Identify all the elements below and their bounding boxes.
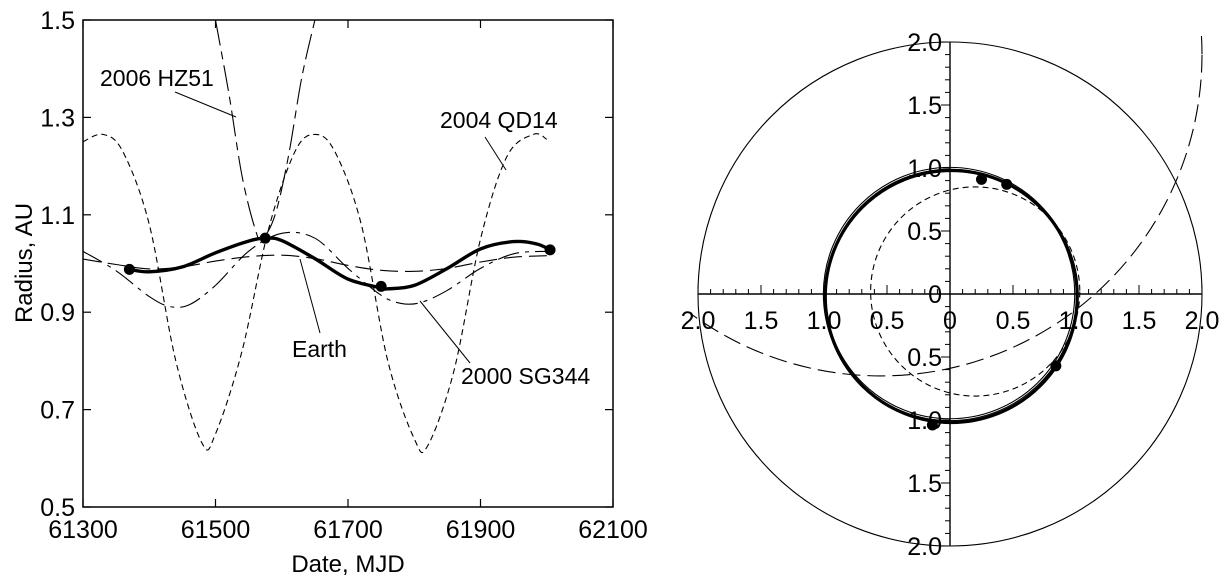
- x-tick-label: 62100: [578, 516, 648, 544]
- series-lines: [83, 20, 551, 454]
- data-point: [375, 280, 387, 292]
- plot-frame: [82, 19, 614, 508]
- polar-axis-labels: 2.01.51.00.500.51.01.52.02.0 1.5 1.0 0.5 0 0.…: [681, 29, 1220, 561]
- horizontal-axis-label: 2.0: [1185, 307, 1220, 335]
- x-tick-label: 61900: [446, 516, 516, 544]
- vertical-axis-label: 1.5: [907, 470, 942, 498]
- y-tick-label: 1.3: [40, 104, 75, 132]
- orbit-point: [926, 419, 938, 431]
- x-axis-title: Date, MJD: [291, 551, 404, 578]
- orbit-curves: [690, 30, 1203, 425]
- annotation-leader: [484, 136, 507, 171]
- polar-orbit-chart: 2.01.51.00.500.51.01.52.02.0 1.5 1.0 0.5 0 0.…: [681, 29, 1220, 561]
- vertical-axis-label: 2.0: [907, 29, 942, 57]
- series-line-trajectory: [129, 236, 551, 291]
- data-point: [259, 232, 271, 244]
- series-line-2000-sg344: [83, 231, 547, 308]
- annotation-label: 2000 SG344: [461, 363, 590, 389]
- tick-labels: 61300 61500 61700 61900 62100 0.5 0.7 0.9 1.1 1.3…: [40, 7, 648, 544]
- annotations: 2006 HZ51 2004 QD14 Earth 2000 SG344: [100, 65, 590, 389]
- orbit-point: [1050, 360, 1062, 372]
- data-point: [123, 263, 135, 275]
- vertical-axis-label: 1.0: [907, 155, 942, 183]
- y-axis-title: Radius, AU: [11, 203, 38, 323]
- annotation-label: Earth: [292, 336, 347, 362]
- vertical-axis-label: 2.0: [907, 533, 942, 561]
- series-line-2004-qd14: [83, 133, 548, 454]
- series-line-2006-hz51: [214, 20, 316, 241]
- annotation-leader: [299, 258, 321, 334]
- y-tick-label: 0.9: [40, 299, 75, 327]
- y-tick-label: 0.5: [40, 494, 75, 522]
- polar-axes: [697, 41, 1203, 547]
- data-markers: [123, 232, 556, 292]
- annotation-label: 2006 HZ51: [100, 65, 214, 91]
- vertical-axis-label: 1.0: [907, 407, 942, 435]
- orbit-2006-hz51: [690, 30, 1203, 377]
- y-tick-label: 1.5: [40, 7, 75, 35]
- orbit-2004-qd14: [870, 186, 1081, 397]
- horizontal-axis-label: 1.5: [1122, 307, 1157, 335]
- vertical-axis-label: 0.5: [907, 344, 942, 372]
- axis-ticks: [82, 19, 614, 508]
- x-tick-label: 61700: [313, 516, 383, 544]
- vertical-axis-label: 0.5: [907, 218, 942, 246]
- annotation-leader: [419, 300, 471, 364]
- x-tick-label: 61500: [181, 516, 251, 544]
- horizontal-axis-label: 0: [943, 307, 957, 335]
- x-tick-label: 61300: [48, 516, 118, 544]
- y-tick-label: 0.7: [40, 397, 75, 425]
- horizontal-axis-label: 2.0: [681, 307, 716, 335]
- horizontal-axis-label: 1.0: [1059, 307, 1094, 335]
- vertical-axis-label: 0: [928, 281, 942, 309]
- annotation-leader: [174, 91, 237, 118]
- orbit-trajectory: [823, 168, 1079, 425]
- orbit-point: [976, 173, 987, 185]
- horizontal-axis-label: 0.5: [996, 307, 1031, 335]
- orbit-markers: [926, 173, 1062, 431]
- horizontal-axis-label: 1.5: [744, 307, 779, 335]
- y-tick-label: 1.1: [40, 202, 75, 230]
- orbit-point: [1001, 178, 1013, 190]
- annotation-label: 2004 QD14: [440, 107, 558, 133]
- radius-vs-date-chart: 61300 61500 61700 61900 62100 0.5 0.7 0.9 1.1 1.3…: [11, 7, 648, 578]
- data-point: [544, 244, 556, 256]
- horizontal-axis-label: 1.0: [807, 307, 842, 335]
- horizontal-axis-label: 0.5: [870, 307, 905, 335]
- vertical-axis-label: 1.5: [907, 92, 942, 120]
